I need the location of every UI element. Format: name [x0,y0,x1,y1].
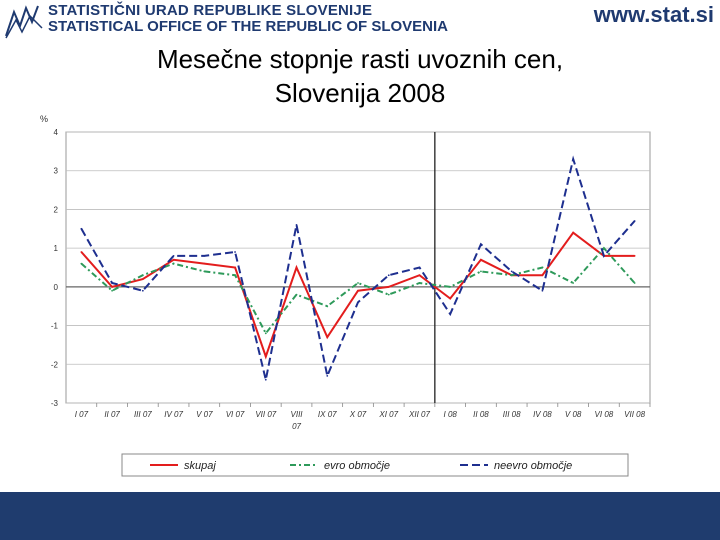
data-point [633,220,636,222]
data-point [572,231,575,234]
data-point [172,254,175,257]
zigzag-chart-icon [5,5,43,39]
data-point [80,262,83,265]
data-point [203,262,206,265]
data-point [387,293,390,296]
x-tick-label: V 08 [565,410,582,419]
data-point [295,224,298,226]
data-point [418,274,421,277]
plot-area [65,131,651,404]
org-name-english: STATISTICAL OFFICE OF THE REPUBLIC OF SL… [48,18,449,35]
data-point [326,336,329,339]
slide-title-line-1: Mesečne stopnje rasti uvoznih cen, [156,44,564,74]
x-tick-label: XII 07 [408,410,430,419]
data-point [418,282,421,284]
data-point [633,254,636,257]
data-point [141,274,144,277]
data-point [264,378,267,381]
legend-label-1: skupaj [184,460,216,472]
y-tick-label: -1 [51,322,59,331]
data-point [572,158,575,160]
data-point [326,375,329,377]
data-point [80,227,83,230]
x-tick-label: XI 07 [378,410,398,419]
data-point [449,313,452,315]
x-tick-label: X 07 [349,410,367,419]
data-point [357,301,359,304]
data-point [541,266,544,269]
x-tick-label: V 07 [196,410,213,419]
y-tick-label: 3 [54,167,59,176]
data-point [357,289,359,292]
header: STATISTIČNI URAD REPUBLIKE SLOVENIJE STA… [0,0,720,42]
legend-label-2: evro območje [324,460,390,472]
data-point [80,251,83,253]
y-tick-label: 0 [54,283,59,292]
site-url[interactable]: www.stat.si [593,2,714,27]
data-point [418,266,421,269]
data-point [449,297,452,300]
data-point [633,282,636,284]
x-tick-label: I 07 [75,410,89,419]
data-point [572,282,575,284]
data-point [602,247,605,250]
x-tick-label: II 08 [473,410,489,419]
x-tick-label: VII 08 [624,410,645,419]
slide-title-line-2: Slovenija 2008 [274,78,446,108]
x-tick-label: IV 07 [164,410,183,419]
line-chart: -3 -2 -1 0 1 2 3 4% I 07 II 07 III 07 IV 07 V 07 VI 0… [40,114,651,477]
org-name-slovene: STATISTIČNI URAD REPUBLIKE SLOVENIJE [48,2,373,19]
x-tick-label: VIII 07 [291,410,304,431]
y-tick-label: 4 [54,128,59,137]
x-tick-label: II 07 [104,410,120,419]
x-tick-label: III 08 [503,410,521,419]
data-point [203,254,206,257]
x-tick-label: IV 08 [533,410,552,419]
data-point [141,278,144,281]
legend-label-3: neevro območje [494,460,572,472]
data-point [541,289,544,292]
slide-title: Mesečne stopnje rasti uvoznih cen, Slove… [80,42,640,110]
legend [121,453,629,477]
data-point [234,266,236,269]
data-point [295,266,298,269]
data-point [234,274,236,277]
data-point [387,285,390,288]
data-point [357,282,359,284]
data-point [510,274,513,277]
data-point [480,270,482,273]
y-tick-label: 2 [54,205,59,214]
x-tick-label: IX 07 [318,410,337,419]
data-point [326,305,329,308]
data-point [295,293,298,296]
data-point [602,254,605,257]
x-tick-label: VI 08 [595,410,614,419]
x-tick-label: III 07 [134,410,152,419]
y-axis-label: % [40,114,48,124]
y-tick-label: -3 [51,399,59,408]
data-point [387,274,390,277]
data-point [541,274,544,277]
y-tick-label: -2 [51,360,59,369]
footer-bar [0,492,720,540]
data-point [264,332,267,335]
x-tick-label: VI 07 [226,410,245,419]
data-point [480,258,482,261]
data-point [111,282,114,284]
data-point [141,289,144,292]
data-point [480,243,482,246]
data-point [203,270,206,273]
data-point [234,251,236,253]
data-point [172,258,175,261]
data-point [264,355,267,358]
data-point [111,289,114,292]
data-point [510,270,513,273]
y-tick-label: 1 [54,244,59,253]
data-point [449,285,452,288]
data-point [111,285,114,288]
x-tick-label: I 08 [444,410,458,419]
x-tick-label: VII 07 [255,410,276,419]
data-point [172,262,175,265]
